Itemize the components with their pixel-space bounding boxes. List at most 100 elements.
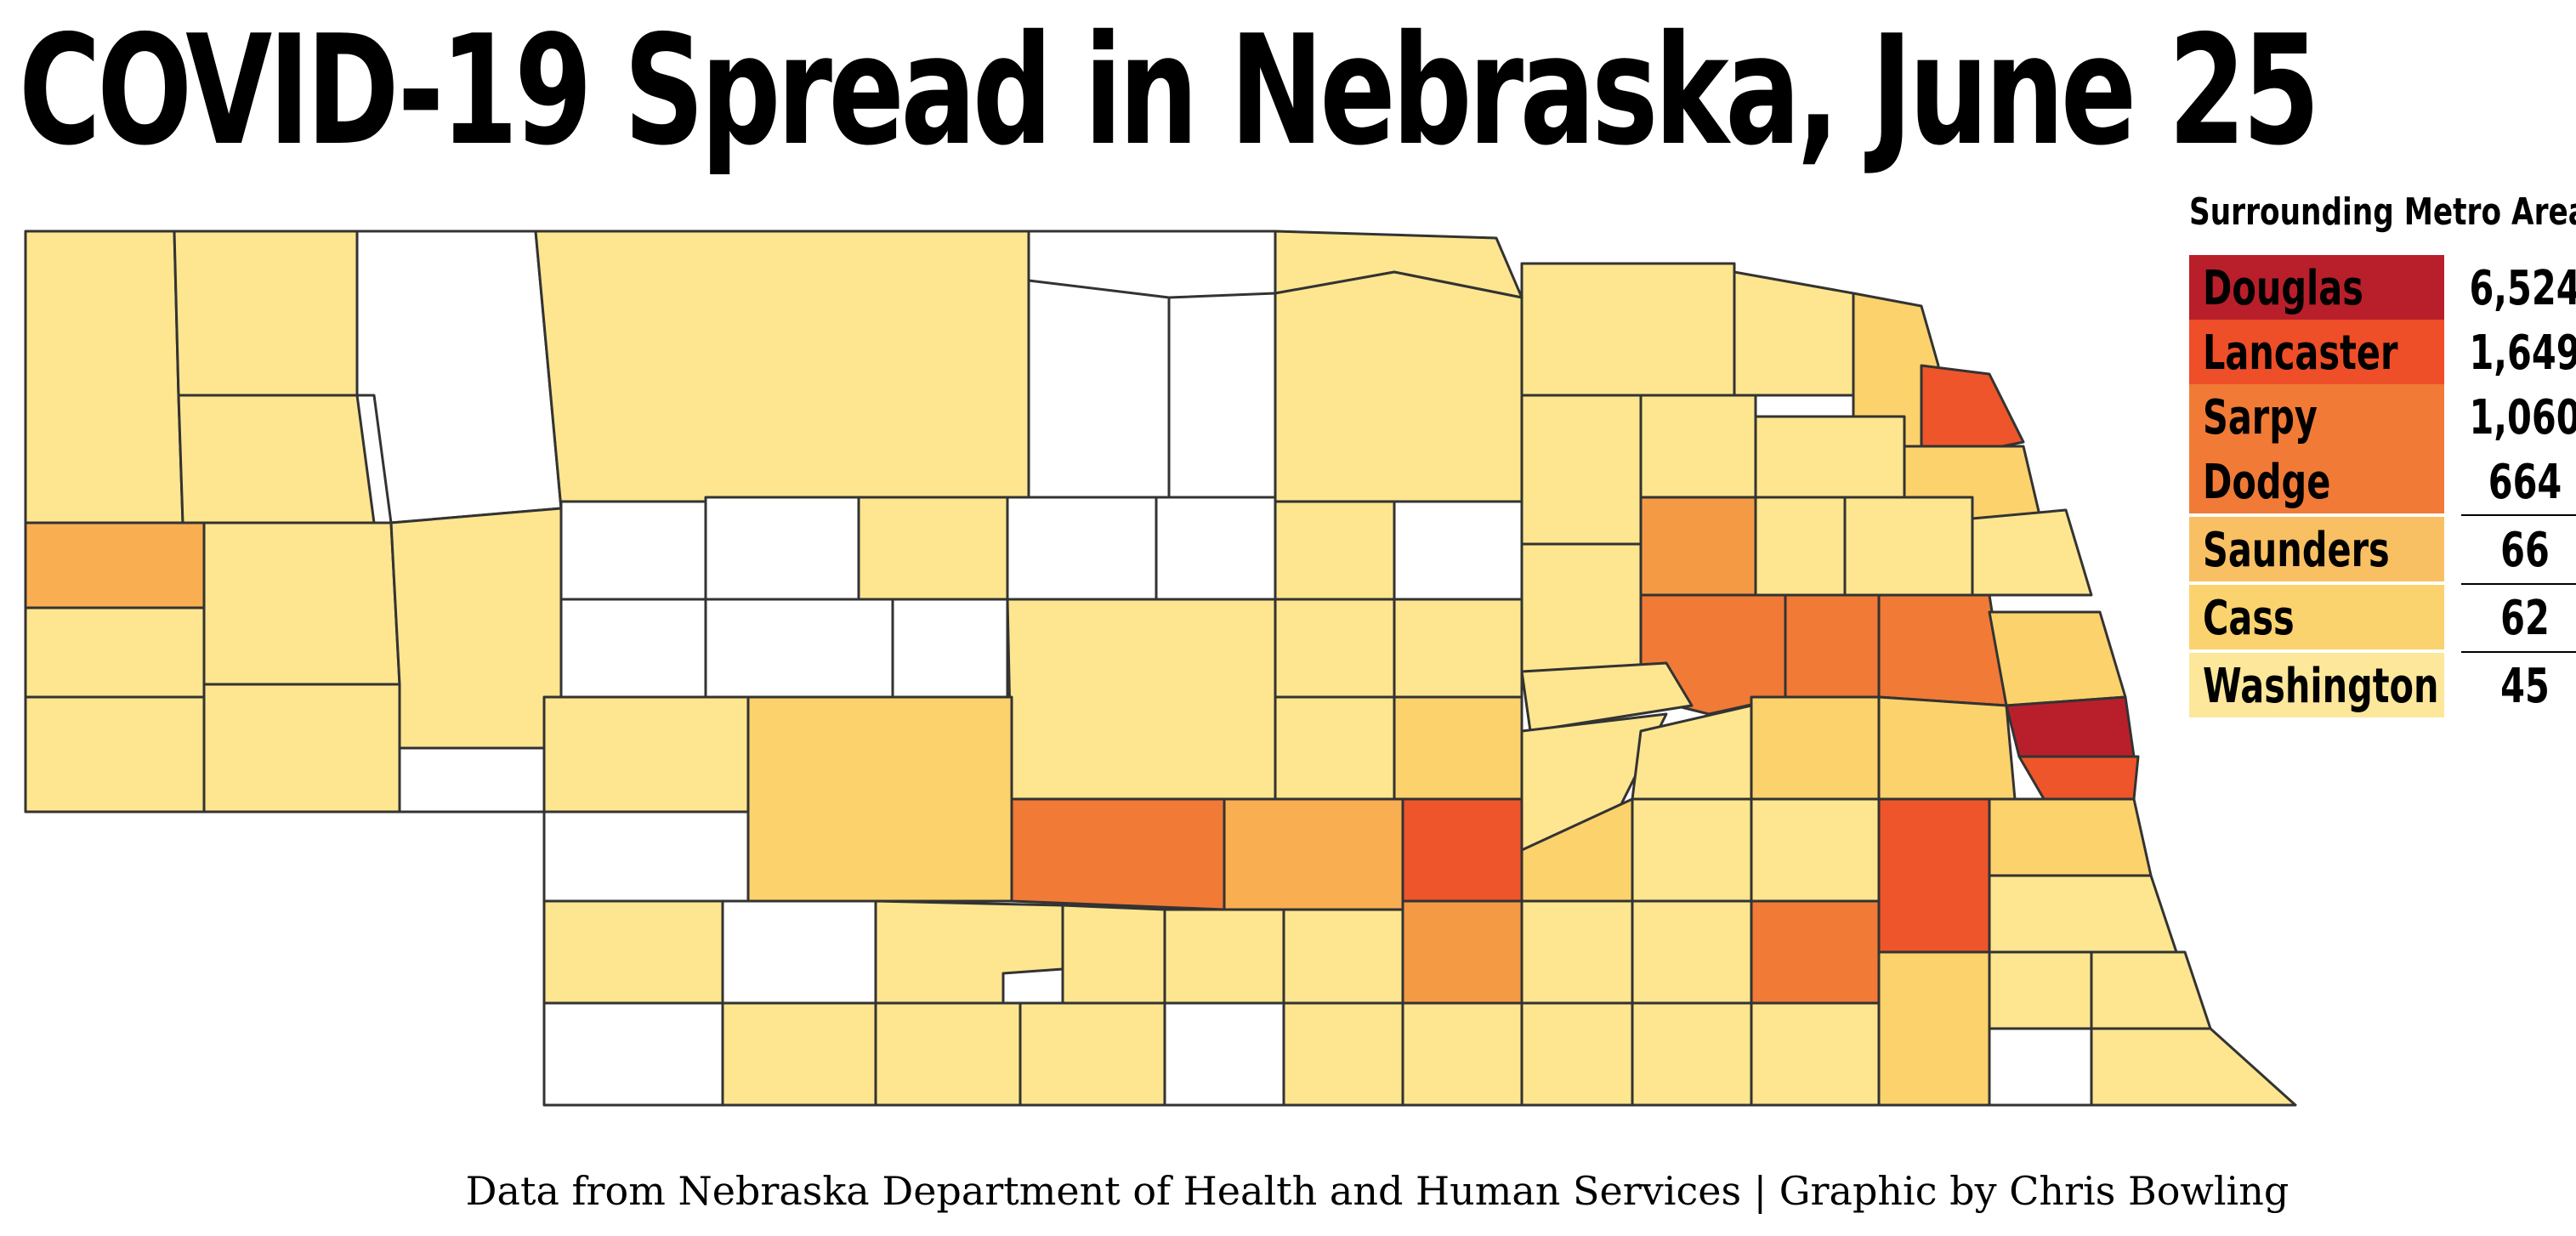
county-box-butte <box>177 394 376 524</box>
metro-county-name: Saunders <box>2203 523 2390 578</box>
county-custer <box>1006 598 1277 801</box>
county-scotts-bluff <box>24 521 206 609</box>
county-york <box>1631 797 1753 903</box>
county-clay <box>1520 899 1634 1005</box>
metro-swatch <box>2189 449 2444 513</box>
county-perkins <box>542 810 750 903</box>
county-douglas <box>2005 695 2136 758</box>
metro-divider <box>2461 651 2576 653</box>
county-frontier <box>874 899 1064 1005</box>
metro-swatch <box>2189 255 2444 320</box>
metro-case-count: 1,649 <box>2469 326 2576 381</box>
county-gage <box>1877 950 1991 1107</box>
county-valley <box>1274 598 1396 699</box>
metro-swatch <box>2189 320 2444 384</box>
county-hooker <box>704 496 860 601</box>
county-cherry <box>534 230 1030 510</box>
metro-county-name: Sarpy <box>2203 390 2318 445</box>
metro-divider <box>2461 583 2576 585</box>
county-knox <box>1520 262 1736 397</box>
metro-case-count: 45 <box>2500 659 2550 714</box>
county-pawnee <box>1988 1027 2093 1107</box>
county-saunders <box>1877 695 2017 801</box>
county-harlan <box>1163 1001 1285 1107</box>
county-madison <box>1639 496 1757 597</box>
county-butler <box>1750 695 1881 801</box>
county-nuckolls <box>1520 1001 1634 1107</box>
county-jefferson <box>1750 1001 1881 1107</box>
county-banner <box>24 606 206 699</box>
county-boone <box>1520 542 1643 673</box>
source-credit: Data from Nebraska Department of Health … <box>465 1168 2289 1214</box>
county-nemaha <box>2090 950 2212 1030</box>
county-washington <box>1988 610 2127 707</box>
county-gosper <box>1061 904 1166 1005</box>
metro-county-name: Douglas <box>2203 261 2363 316</box>
county-richardson <box>2090 1027 2297 1107</box>
county-greeley <box>1393 598 1523 699</box>
metro-divider <box>2461 514 2576 516</box>
county-franklin <box>1282 1001 1404 1107</box>
county-deuel <box>398 746 546 814</box>
county-sherman <box>1274 695 1396 801</box>
county-arthur <box>559 598 707 699</box>
county-dawson <box>1010 797 1226 911</box>
county-brown <box>1027 279 1171 503</box>
metro-case-count: 1,060 <box>2469 390 2576 445</box>
county-fillmore <box>1631 899 1753 1005</box>
county-nance <box>1520 661 1694 733</box>
county-holt <box>1274 270 1523 503</box>
county-rock <box>1167 292 1277 503</box>
county-wheeler <box>1393 500 1523 601</box>
page-title: COVID-19 Spread in Nebraska, June 25 <box>19 3 2320 179</box>
county-kearney <box>1282 908 1404 1005</box>
county-thomas <box>857 496 1009 601</box>
metro-county-name: Cass <box>2203 591 2295 646</box>
county-red-willow <box>874 1001 1022 1107</box>
county-hayes <box>721 899 877 1005</box>
county-chase <box>542 899 724 1005</box>
metro-swatch <box>2189 653 2444 717</box>
county-dakota <box>1920 364 2025 452</box>
county-furnas <box>1018 1001 1166 1107</box>
county-hitchcock <box>721 1001 877 1107</box>
county-lancaster <box>1877 797 1991 954</box>
county-adams <box>1401 899 1523 1005</box>
metro-swatch <box>2189 585 2444 649</box>
county-grant <box>559 500 707 601</box>
county-cuming <box>1843 496 1974 597</box>
metro-case-count: 664 <box>2488 455 2562 510</box>
metro-case-count: 66 <box>2500 523 2550 578</box>
metro-swatch <box>2189 384 2444 449</box>
metro-county-name: Washington <box>2203 659 2439 714</box>
county-otoe <box>1988 874 2178 954</box>
county-cass <box>1988 797 2153 877</box>
county-antelope <box>1520 394 1643 546</box>
county-keith <box>542 695 750 814</box>
county-garden <box>389 507 563 750</box>
county-phelps <box>1163 908 1285 1005</box>
county-kimball <box>24 695 206 814</box>
metro-case-count: 6,524 <box>2469 261 2576 316</box>
county-dodge <box>1877 593 2008 707</box>
county-cedar <box>1733 270 1855 397</box>
county-howard <box>1393 695 1523 801</box>
county-loup <box>1155 496 1277 601</box>
county-hall <box>1401 797 1523 903</box>
county-seward <box>1750 797 1881 903</box>
county-dundy <box>542 1001 724 1107</box>
county-saline <box>1750 899 1881 1005</box>
county-pierce <box>1639 394 1757 499</box>
county-colfax <box>1784 593 1881 699</box>
county-webster <box>1401 1001 1523 1107</box>
county-sheridan <box>355 230 563 524</box>
county-stanton <box>1754 496 1847 597</box>
county-sioux <box>24 230 184 524</box>
county-mcpherson <box>704 598 894 699</box>
county-garfield <box>1274 500 1396 601</box>
county-lincoln <box>746 695 1013 903</box>
metro-county-name: Lancaster <box>2203 326 2398 381</box>
metro-case-count: 62 <box>2500 591 2550 646</box>
county-morrill <box>202 521 401 686</box>
